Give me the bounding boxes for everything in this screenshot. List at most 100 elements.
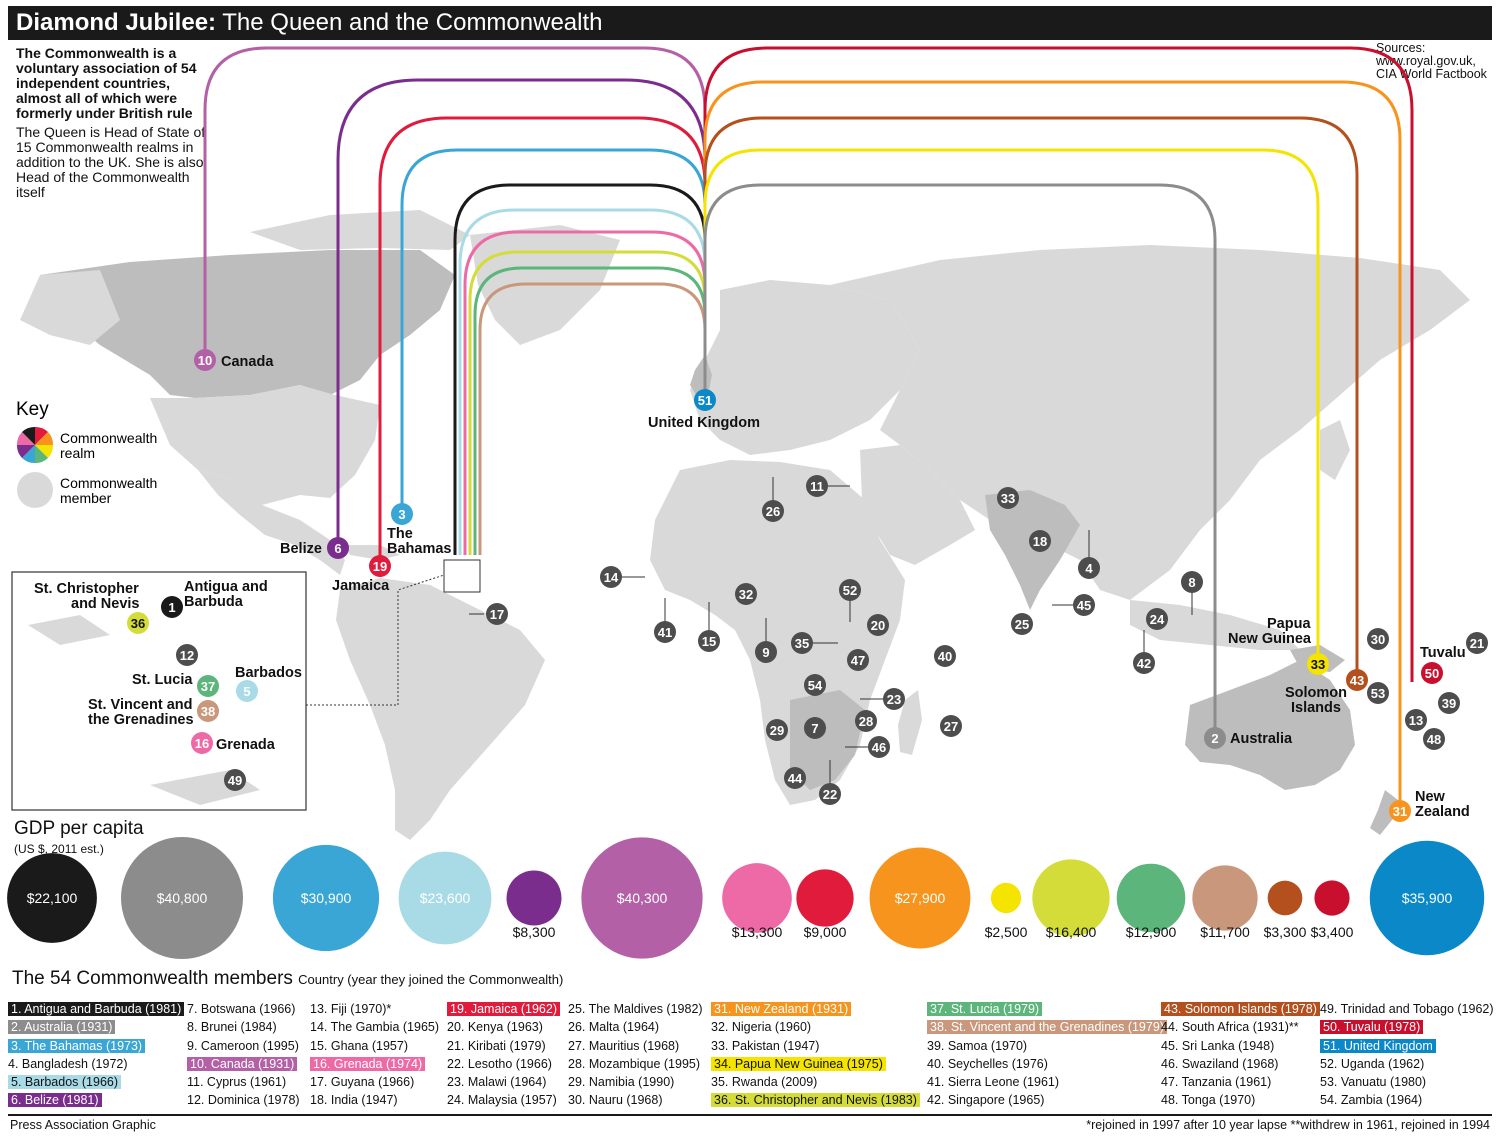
svg-text:53: 53 — [1371, 686, 1385, 701]
member-entry: 48. Tonga (1970) — [1161, 1093, 1256, 1108]
key-member-line2: member — [60, 490, 112, 506]
members-column: 31. New Zealand (1931) 32. Nigeria (1960)… — [711, 1000, 920, 1110]
title-bar: Diamond Jubilee: The Queen and the Commo… — [8, 6, 1492, 40]
member-entry: 23. Malawi (1964) — [447, 1075, 547, 1090]
member-entry: 43. Solomon Islands (1978) — [1161, 1000, 1320, 1018]
member-entry: 41. Sierra Leone (1961) — [927, 1075, 1060, 1090]
members-title-text: The 54 Commonwealth members — [12, 968, 293, 989]
gdp-bubble-5 — [581, 837, 703, 959]
svg-text:33: 33 — [1001, 491, 1015, 506]
arc-grenada — [463, 230, 707, 555]
members-column: 7. Botswana (1966) 8. Brunei (1984) 9. Cam… — [187, 1000, 300, 1110]
marker-jamaica: 19 — [369, 555, 391, 577]
marker-southafrica: 44 — [784, 767, 806, 789]
marker-srilanka: 45 — [1073, 594, 1095, 616]
gdp-bubble-4 — [506, 870, 562, 926]
marker-vanuatu: 53 — [1367, 682, 1389, 704]
gdp-label-2: $30,900 — [301, 890, 352, 906]
label-uk: United Kingdom — [648, 415, 760, 431]
marker-stvincent: 38 — [197, 700, 219, 722]
gdp-label-15: $35,900 — [1402, 890, 1453, 906]
member-entry: 53. Vanuatu (1980) — [1320, 1075, 1427, 1090]
arc-tuvalu — [703, 46, 1414, 682]
marker-malta: 26 — [762, 500, 784, 522]
member-entry: 46. Swaziland (1968) — [1161, 1056, 1279, 1071]
svg-text:46: 46 — [872, 740, 886, 755]
marker-guyana: 17 — [486, 603, 508, 625]
arc-barbados — [458, 208, 707, 555]
gdp-bubble-15 — [1369, 840, 1485, 956]
svg-text:50: 50 — [1425, 666, 1439, 681]
member-entry: 18. India (1947) — [310, 1093, 398, 1108]
member-entry: 16. Grenada (1974) — [310, 1055, 439, 1073]
land-arctic-islands — [250, 210, 470, 250]
gdp-bubble-6 — [722, 863, 792, 933]
marker-india: 18 — [1029, 530, 1051, 552]
svg-text:45: 45 — [1077, 598, 1091, 613]
member-entry: 30. Nauru (1968) — [568, 1093, 663, 1108]
svg-text:43: 43 — [1350, 673, 1364, 688]
marker-malawi: 23 — [883, 688, 905, 710]
gdp-bubble-2 — [272, 844, 380, 952]
member-entry: 25. The Maldives (1982) — [568, 1002, 703, 1016]
land-canada — [40, 250, 455, 398]
member-entry: 26. Malta (1964) — [568, 1020, 660, 1035]
svg-text:35: 35 — [795, 636, 809, 651]
svg-text:30: 30 — [1371, 632, 1385, 647]
land-europe — [690, 280, 920, 455]
members-column: 43. Solomon Islands (1978) 44. South Afri… — [1161, 1000, 1320, 1110]
svg-text:52: 52 — [843, 583, 857, 598]
member-entry: 51. United Kingdom — [1320, 1037, 1494, 1055]
svg-text:2: 2 — [1211, 731, 1218, 746]
svg-text:18: 18 — [1033, 534, 1047, 549]
member-entry: 31. New Zealand (1931) — [711, 1000, 920, 1018]
gdp-bubble-7 — [796, 869, 854, 927]
member-entry: 12. Dominica (1978) — [187, 1093, 300, 1108]
gdp-label-3: $23,600 — [420, 890, 471, 906]
member-entry: 44. South Africa (1931)** — [1161, 1020, 1299, 1035]
gdp-label-8: $27,900 — [895, 890, 946, 906]
member-entry: 28. Mozambique (1995) — [568, 1056, 701, 1071]
label-antigua-2: Barbuda — [184, 594, 244, 610]
member-entry: 7. Botswana (1966) — [187, 1002, 296, 1016]
member-entry: 9. Cameroon (1995) — [187, 1038, 299, 1053]
marker-kiribati: 21 — [1466, 632, 1488, 654]
marker-singapore: 42 — [1133, 652, 1155, 674]
key-member-line1: Commonwealth — [60, 475, 157, 491]
label-solomon-2: Islands — [1291, 700, 1341, 716]
inset-leader-line — [306, 574, 445, 706]
gdp-label-4: $8,300 — [513, 924, 556, 940]
marker-canada: 10 — [194, 349, 216, 371]
member-entry: 1. Antigua and Barbuda (1981) — [8, 1000, 185, 1018]
svg-text:48: 48 — [1427, 732, 1441, 747]
svg-text:1: 1 — [168, 600, 175, 615]
map-markers: 10 6 3 19 51 33 43 50 2 31 1 36 12 37 5 … — [127, 349, 1488, 822]
marker-mozambique: 28 — [855, 710, 877, 732]
map-labels: Canada Belize The Bahamas Jamaica United… — [34, 354, 1470, 820]
gdp-bubble-9 — [990, 882, 1022, 914]
gdp-bubble-12 — [1192, 865, 1258, 931]
land-mexico — [198, 470, 345, 575]
sources-label: Sources: — [1376, 41, 1426, 55]
member-entry: 2. Australia (1931) — [8, 1018, 184, 1036]
member-entry: 22. Lesotho (1966) — [447, 1056, 552, 1071]
marker-bahamas: 3 — [391, 503, 413, 525]
svg-text:16: 16 — [195, 736, 209, 751]
label-grenada: Grenada — [216, 737, 276, 753]
gdp-label-7: $9,000 — [804, 924, 847, 940]
label-australia: Australia — [1230, 731, 1293, 747]
label-tuvalu: Tuvalu — [1420, 645, 1466, 661]
arc-bahamas — [400, 148, 707, 512]
svg-text:37: 37 — [201, 679, 215, 694]
members-column: 1. Antigua and Barbuda (1981) 2. Australi… — [8, 1000, 185, 1110]
intro-body: The Queen is Head of State of 15 Commonw… — [16, 124, 206, 200]
member-entry: 4. Bangladesh (1972) — [8, 1056, 128, 1071]
svg-text:6: 6 — [334, 541, 341, 556]
land-india — [985, 490, 1080, 610]
marker-nz: 31 — [1389, 800, 1411, 822]
arc-png — [703, 148, 1320, 664]
member-entry: 27. Mauritius (1968) — [568, 1038, 680, 1053]
title-rest: The Queen and the Commonwealth — [216, 9, 603, 36]
label-stkitts-1: St. Christopher — [34, 581, 139, 597]
marker-stlucia: 37 — [197, 675, 219, 697]
